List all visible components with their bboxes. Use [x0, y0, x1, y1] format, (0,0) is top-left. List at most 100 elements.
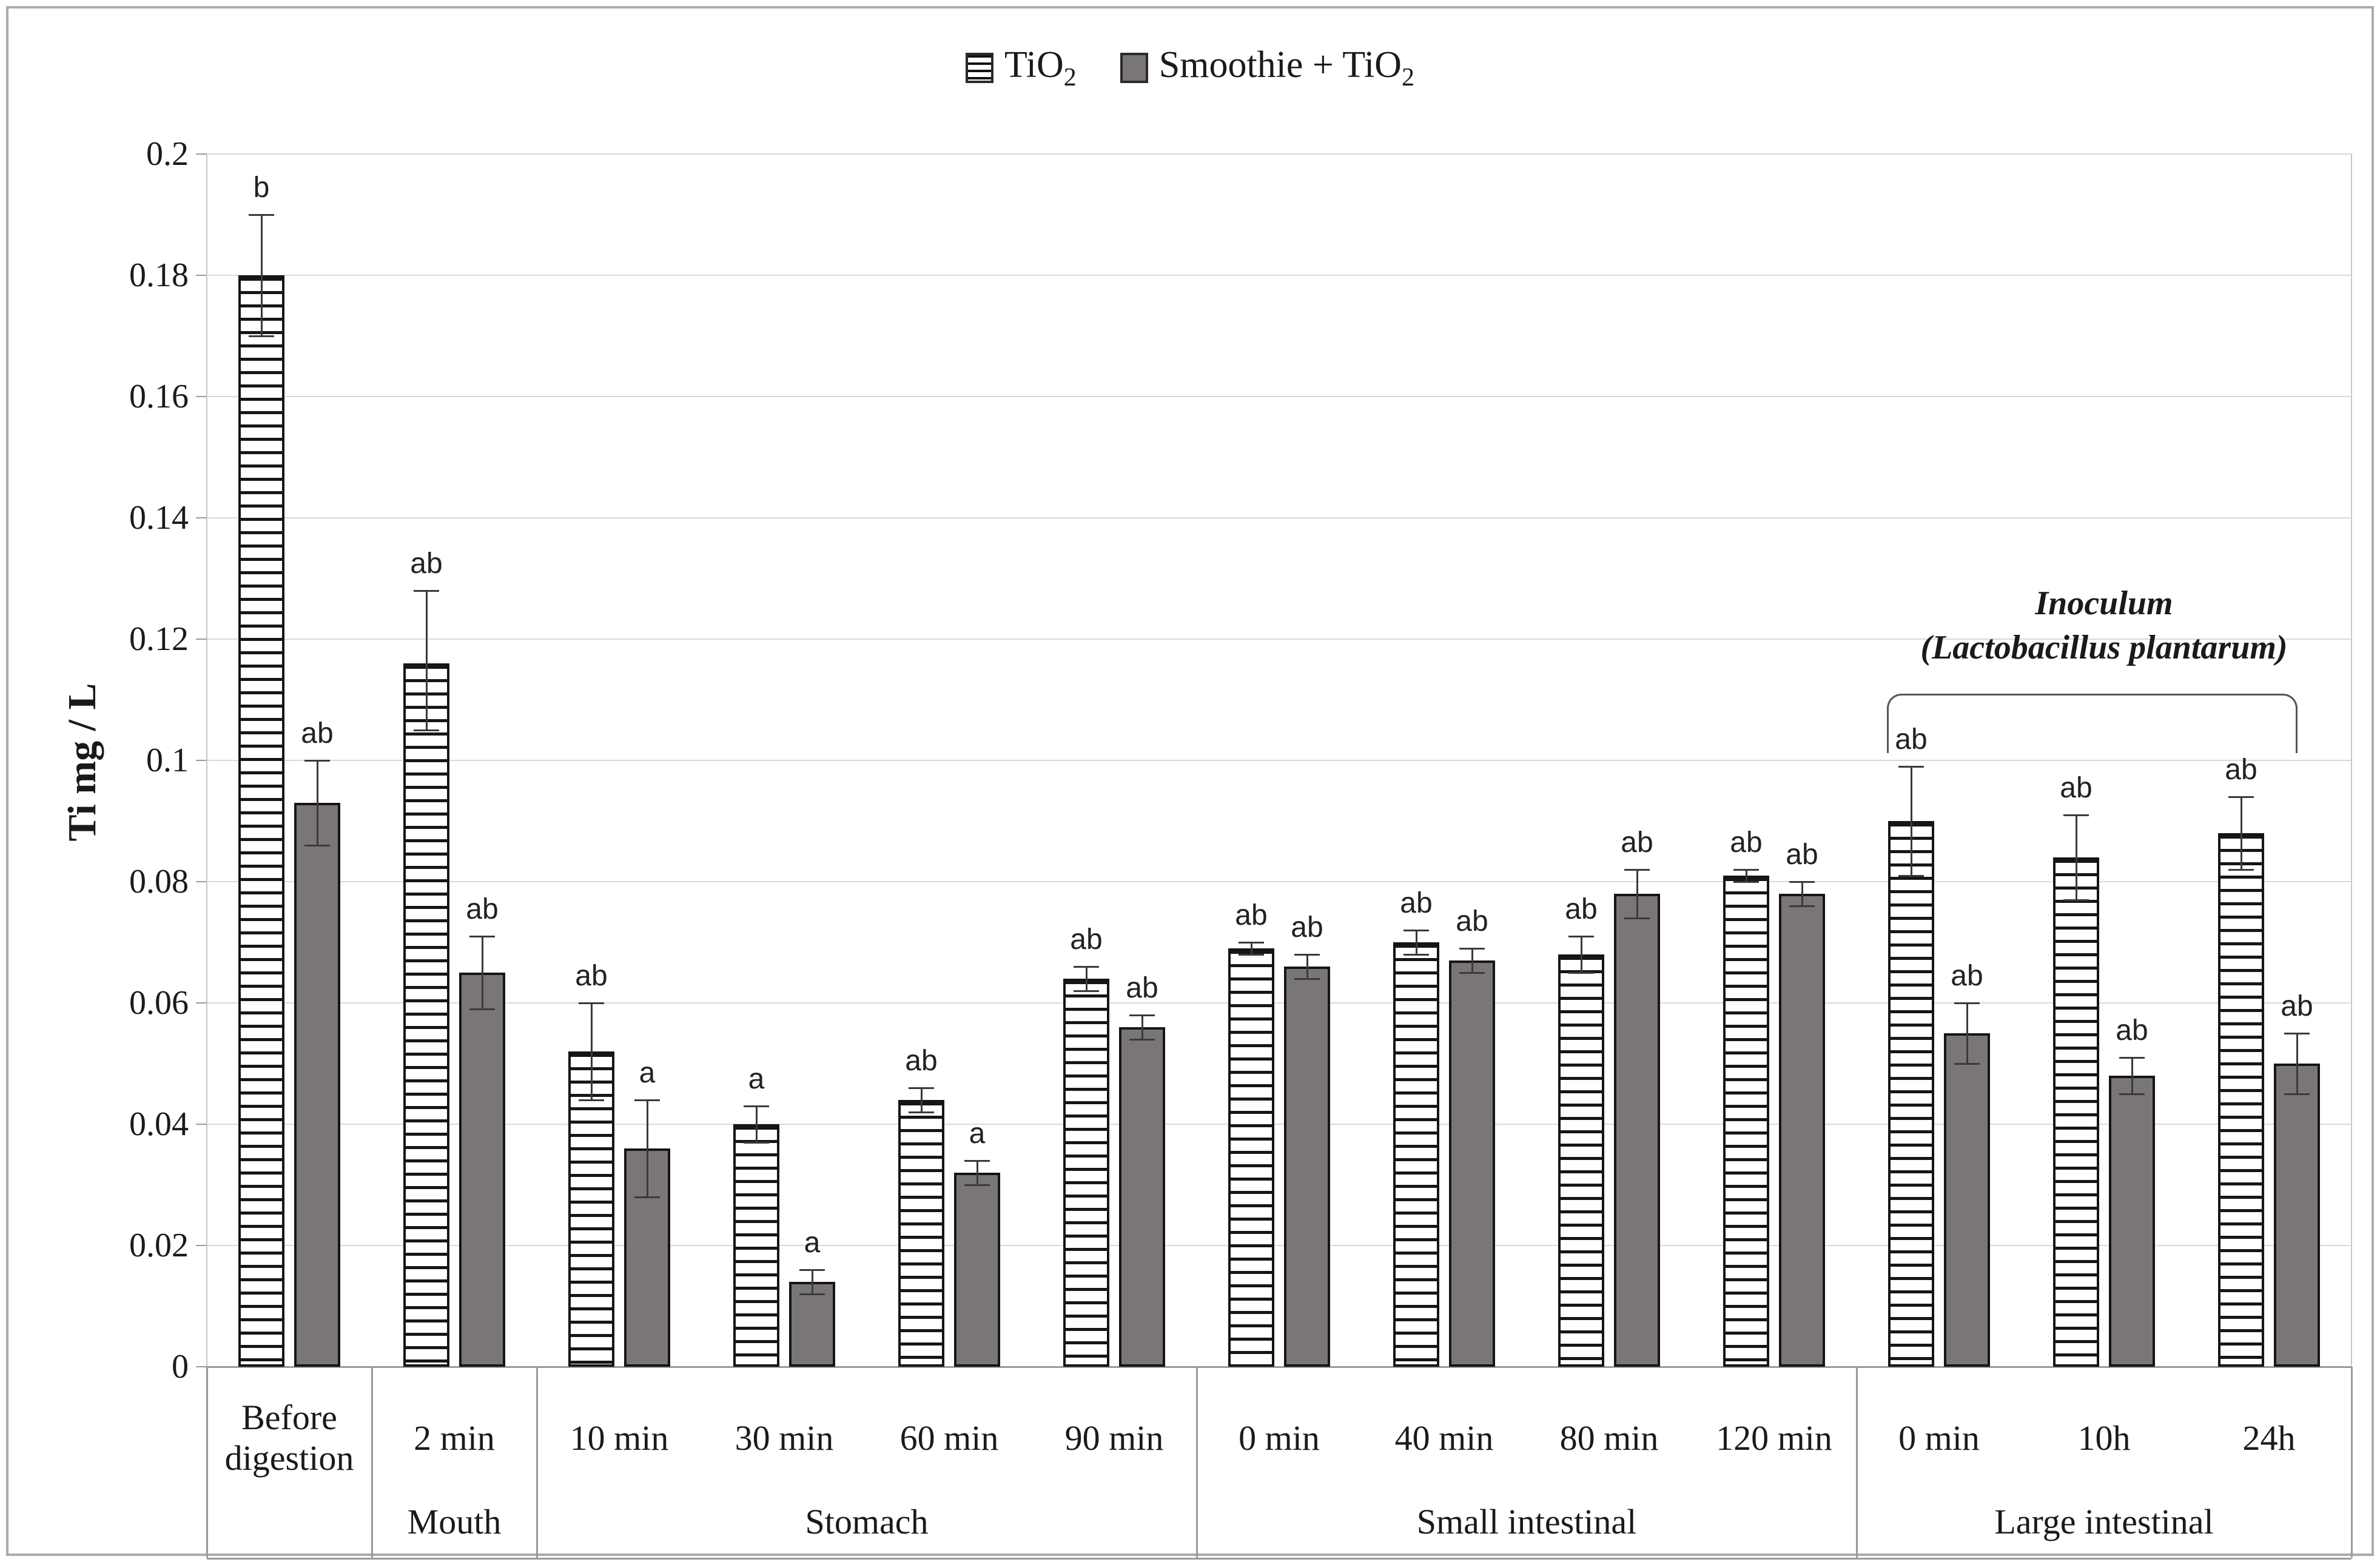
- error-bar: [2075, 815, 2077, 900]
- bar-smoothie-5: [1119, 1027, 1165, 1367]
- error-bar: [481, 936, 483, 1009]
- significance-letter: a: [969, 1118, 986, 1150]
- group-divider: [1196, 1367, 1198, 1558]
- error-bar: [1085, 967, 1087, 991]
- y-axis-tick-label: 0.08: [129, 863, 189, 900]
- error-bar-cap: [2228, 796, 2254, 798]
- error-bar-cap: [1403, 954, 1429, 956]
- gridline: [207, 760, 2351, 761]
- significance-letter: ab: [1730, 826, 1763, 859]
- gridline: [207, 1245, 2351, 1246]
- error-bar-cap: [304, 760, 330, 762]
- significance-letter: ab: [1400, 887, 1433, 919]
- error-bar-cap: [579, 1002, 604, 1004]
- legend-label: Smoothie + TiO2: [1158, 44, 1414, 92]
- error-bar: [920, 1088, 923, 1112]
- y-axis-tick: [196, 1366, 207, 1367]
- bar-tio2-1: [403, 663, 449, 1367]
- group-label: Stomach: [805, 1501, 929, 1541]
- bar-smoothie-4: [954, 1173, 1000, 1367]
- error-bar-cap: [249, 214, 274, 216]
- bar-tio2-11: [2053, 857, 2099, 1367]
- bar-smoothie-8: [1614, 894, 1660, 1367]
- significance-letter: ab: [1951, 960, 1983, 992]
- legend: TiO2 Smoothie + TiO2: [8, 44, 2372, 92]
- inoculum-bracket: [1887, 694, 2298, 753]
- error-bar-cap: [1733, 881, 1759, 883]
- error-bar-cap: [964, 1184, 990, 1186]
- axis-box-bottom: [207, 1558, 2351, 1560]
- y-axis-tick-label: 0.04: [129, 1105, 189, 1143]
- figure-border: TiO2 Smoothie + TiO2 Ti mg / L 0 0.02 0.04 0…: [6, 6, 2374, 1560]
- significance-letter: ab: [301, 717, 334, 749]
- group-label: Large intestinal: [1994, 1501, 2214, 1541]
- x-axis-line: [207, 1366, 2351, 1368]
- error-bar-cap: [744, 1142, 769, 1144]
- significance-letter: a: [639, 1057, 656, 1089]
- significance-letter: ab: [1621, 826, 1653, 859]
- group-divider: [206, 1367, 208, 1558]
- error-bar-cap: [2119, 1093, 2145, 1095]
- category-label: 10h: [2077, 1418, 2131, 1458]
- gridline: [207, 396, 2351, 397]
- y-axis-tick-label: 0.16: [129, 378, 189, 415]
- bar-tio2-8: [1558, 954, 1604, 1367]
- significance-letter: ab: [1126, 972, 1158, 1004]
- category-label: 0 min: [1239, 1418, 1320, 1458]
- error-bar-cap: [1789, 905, 1815, 907]
- significance-letter: ab: [1235, 899, 1268, 931]
- error-bar-cap: [799, 1293, 825, 1295]
- y-axis-tick-label: 0.12: [129, 620, 189, 658]
- significance-letter: ab: [1786, 839, 1818, 871]
- bar-smoothie-10: [1944, 1033, 1990, 1367]
- category-label: 2 min: [414, 1418, 495, 1458]
- error-bar-cap: [634, 1099, 660, 1101]
- bar-tio2-2: [568, 1051, 614, 1367]
- error-bar: [590, 1003, 593, 1100]
- error-bar-cap: [2119, 1057, 2145, 1059]
- error-bar-cap: [1239, 942, 1264, 944]
- category-label: 120 min: [1716, 1418, 1832, 1458]
- significance-letter: ab: [1291, 911, 1323, 944]
- bar-tio2-3: [733, 1124, 779, 1367]
- significance-letter: ab: [2116, 1014, 2148, 1047]
- error-bar: [1141, 1015, 1143, 1039]
- y-axis-tick: [196, 881, 207, 882]
- error-bar-cap: [964, 1160, 990, 1162]
- significance-letter: ab: [2060, 772, 2093, 804]
- hatched-swatch-icon: [966, 53, 994, 83]
- error-bar: [646, 1100, 648, 1197]
- group-divider: [536, 1367, 538, 1558]
- error-bar-cap: [1624, 869, 1650, 871]
- error-bar-cap: [1568, 936, 1594, 937]
- bar-tio2-5: [1063, 979, 1109, 1367]
- category-label: 80 min: [1559, 1418, 1659, 1458]
- y-axis-tick: [196, 153, 207, 155]
- bar-smoothie-1: [459, 973, 505, 1367]
- gridline: [207, 517, 2351, 518]
- error-bar: [976, 1161, 978, 1185]
- error-bar-cap: [304, 845, 330, 846]
- legend-item-0: TiO2: [966, 44, 1077, 92]
- bar-smoothie-11: [2109, 1076, 2155, 1367]
- error-bar: [2240, 797, 2242, 870]
- error-bar-cap: [2284, 1033, 2310, 1034]
- error-bar-cap: [2228, 869, 2254, 871]
- y-axis-tick-label: 0: [172, 1348, 189, 1386]
- error-bar-cap: [469, 936, 495, 937]
- inoculum-line1: Inoculum: [2035, 585, 2173, 622]
- bar-tio2-7: [1393, 942, 1439, 1367]
- significance-letter: ab: [2281, 990, 2313, 1022]
- bar-smoothie-7: [1449, 960, 1495, 1367]
- error-bar-cap: [909, 1111, 934, 1113]
- legend-label-subscript: 2: [1401, 64, 1414, 92]
- error-bar-cap: [2063, 899, 2089, 901]
- error-bar-cap: [1733, 869, 1759, 871]
- bar-tio2-12: [2218, 833, 2264, 1367]
- error-bar: [1910, 766, 1912, 876]
- y-axis-tick-label: 0.06: [129, 984, 189, 1022]
- bar-tio2-10: [1888, 821, 1934, 1367]
- error-bar: [2131, 1058, 2133, 1094]
- error-bar-cap: [744, 1105, 769, 1107]
- error-bar-cap: [1294, 978, 1320, 980]
